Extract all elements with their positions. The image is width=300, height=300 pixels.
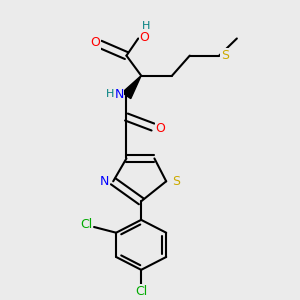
Text: Cl: Cl xyxy=(135,285,147,298)
Text: O: O xyxy=(139,31,149,44)
Text: O: O xyxy=(91,36,100,49)
Text: S: S xyxy=(221,49,229,62)
Text: Cl: Cl xyxy=(81,218,93,231)
Text: H: H xyxy=(106,89,114,99)
Text: N: N xyxy=(114,88,124,101)
Text: S: S xyxy=(172,175,181,188)
Text: H: H xyxy=(141,21,150,31)
Text: N: N xyxy=(100,175,109,188)
Polygon shape xyxy=(122,76,141,99)
Text: O: O xyxy=(155,122,165,135)
